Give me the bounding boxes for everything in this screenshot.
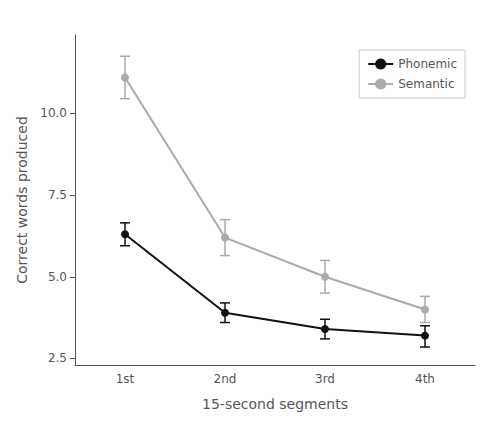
svg-text:2nd: 2nd: [214, 372, 237, 386]
svg-text:Phonemic: Phonemic: [398, 57, 457, 71]
svg-text:4th: 4th: [415, 372, 435, 386]
svg-text:2.5: 2.5: [48, 351, 67, 365]
svg-text:3rd: 3rd: [315, 372, 335, 386]
svg-text:10.0: 10.0: [40, 106, 67, 120]
svg-text:7.5: 7.5: [48, 188, 67, 202]
svg-text:Correct words produced: Correct words produced: [14, 116, 30, 284]
svg-text:15-second segments: 15-second segments: [202, 396, 348, 412]
svg-text:1st: 1st: [116, 372, 135, 386]
svg-text:Semantic: Semantic: [398, 77, 454, 91]
svg-text:5.0: 5.0: [48, 270, 67, 284]
